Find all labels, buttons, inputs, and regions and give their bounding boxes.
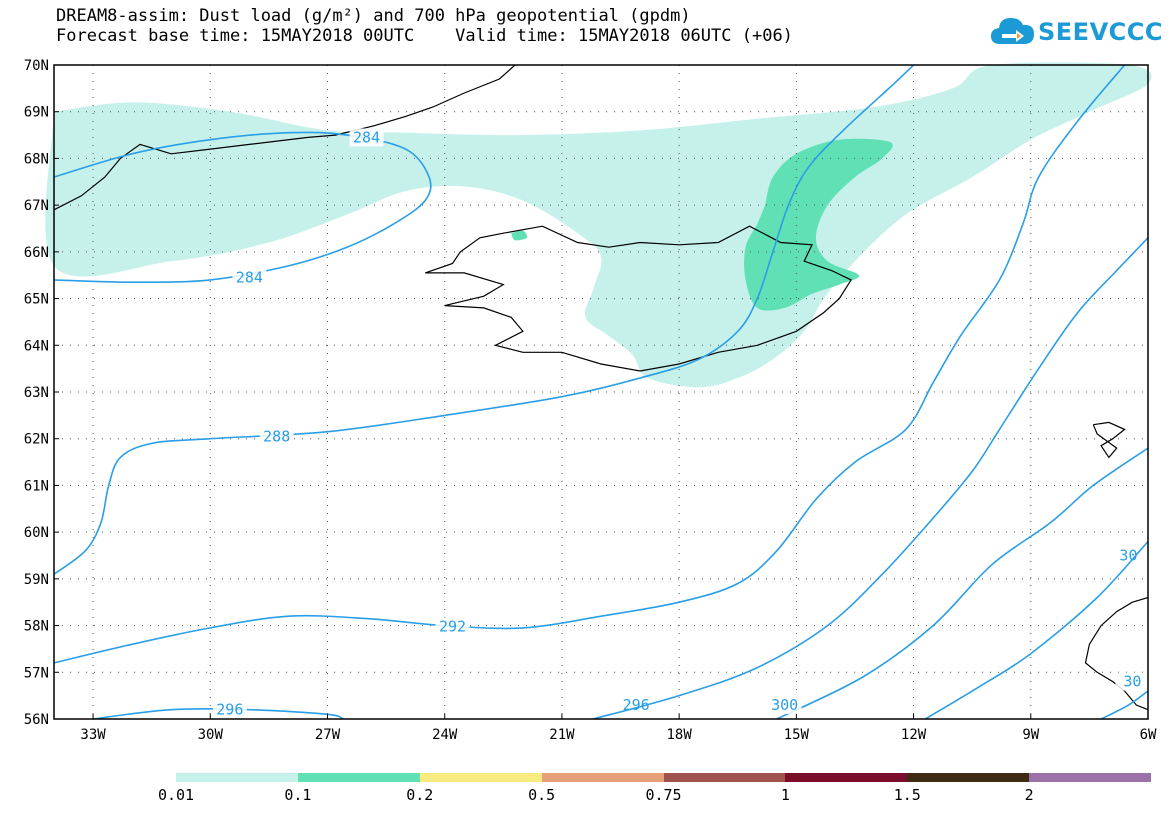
legend-swatch-6 — [907, 773, 1030, 782]
lat-tick-label: 62N — [24, 432, 49, 448]
chart-subtitle: Forecast base time: 15MAY2018 00UTC Vali… — [56, 26, 793, 46]
lat-tick-label: 56N — [24, 712, 49, 728]
dust-layer — [45, 62, 1152, 388]
legend-label: 0.01 — [157, 786, 195, 804]
legend-swatch-7 — [1029, 773, 1151, 782]
lat-tick-label: 67N — [24, 198, 49, 214]
lon-tick-label: 24W — [432, 727, 458, 743]
dust-region-2 — [511, 230, 528, 241]
contour-label-bg — [767, 695, 802, 714]
contour-label-300: 300 — [771, 696, 798, 714]
contour-label-bg — [212, 700, 247, 719]
contour-line-284 — [53, 131, 432, 284]
lat-tick-label: 64N — [24, 338, 49, 354]
coastline-scotland — [1084, 596, 1149, 711]
legend-swatch-3 — [541, 773, 664, 782]
color-legend — [176, 773, 1151, 782]
contour-label-296: 296 — [216, 701, 243, 719]
contour-label-bg — [349, 128, 384, 147]
contour-label-bg — [435, 617, 470, 636]
legend-label: 1 — [780, 786, 790, 804]
lat-tick-label: 69N — [24, 105, 49, 121]
coastline-layer — [53, 64, 1149, 711]
lon-tick-label: 9W — [1022, 727, 1039, 743]
contour-line-292 — [53, 64, 1126, 664]
axis-ticks: 33W 30W 27W 24W 21W 18W 15W 12W 9W 6W 70N 69N 68N 67N… — [24, 58, 1157, 743]
lat-tick-label: 58N — [24, 619, 49, 635]
contour-line-304 — [1100, 690, 1149, 720]
legend-label: 0.1 — [284, 786, 312, 804]
legend-label: 0.5 — [528, 786, 556, 804]
lat-tick-label: 66N — [24, 245, 49, 261]
lon-tick-label: 27W — [315, 727, 341, 743]
contour-line-296b — [592, 237, 1149, 720]
lat-tick-label: 68N — [24, 151, 49, 167]
dust-region-1 — [744, 138, 893, 311]
lat-tick-label: 60N — [24, 525, 49, 541]
lon-tick-label: 18W — [666, 727, 692, 743]
legend-label: 1.5 — [893, 786, 921, 804]
legend-swatch-1 — [297, 773, 420, 782]
contour-label-288: 288 — [263, 427, 290, 445]
legend-label: 0.75 — [645, 786, 682, 804]
contour-label-bg — [232, 268, 267, 287]
lon-tick-label: 33W — [80, 727, 106, 743]
legend-label: 2 — [1024, 786, 1034, 804]
contour-line-300b — [924, 540, 1149, 720]
lat-tick-label: 63N — [24, 385, 49, 401]
lon-tick-label: 6W — [1140, 727, 1157, 743]
lat-tick-label: 61N — [24, 478, 49, 494]
legend-label: 0.2 — [406, 786, 434, 804]
lat-tick-label: 59N — [24, 572, 49, 588]
lon-tick-label: 15W — [784, 727, 810, 743]
contour-line-300 — [776, 447, 1149, 720]
seevccc-logo: SEEVCCC — [990, 14, 1165, 58]
lon-tick-label: 21W — [549, 727, 575, 743]
coastline-greenland — [53, 64, 516, 211]
legend-swatch-4 — [663, 773, 786, 782]
coastline-faroe — [1092, 421, 1126, 459]
contour-label-bg — [1115, 672, 1150, 691]
contour-line-296 — [93, 707, 344, 720]
contour-label-292: 292 — [439, 618, 466, 636]
chart-title: DREAM8-assim: Dust load (g/m²) and 700 h… — [56, 6, 691, 26]
contour-line-288 — [53, 64, 915, 575]
contour-label-bg — [1111, 546, 1146, 565]
legend-swatch-0 — [176, 773, 298, 782]
lat-tick-label: 70N — [24, 58, 49, 74]
contour-label-304: 30 — [1123, 673, 1141, 691]
contour-label-284: 284 — [353, 128, 380, 146]
lon-tick-label: 12W — [901, 727, 927, 743]
legend-swatch-2 — [419, 773, 542, 782]
grid-layer — [54, 65, 1148, 719]
legend-swatch-5 — [785, 773, 908, 782]
lat-tick-label: 57N — [24, 665, 49, 681]
cloud-arrow-icon — [991, 18, 1034, 44]
contour-label-bg — [259, 427, 294, 446]
logo-text: SEEVCCC — [1038, 18, 1163, 46]
contour-label-284: 284 — [236, 269, 263, 287]
lat-tick-label: 65N — [24, 292, 49, 308]
coastline-iceland — [425, 225, 852, 372]
lon-tick-label: 30W — [198, 727, 224, 743]
